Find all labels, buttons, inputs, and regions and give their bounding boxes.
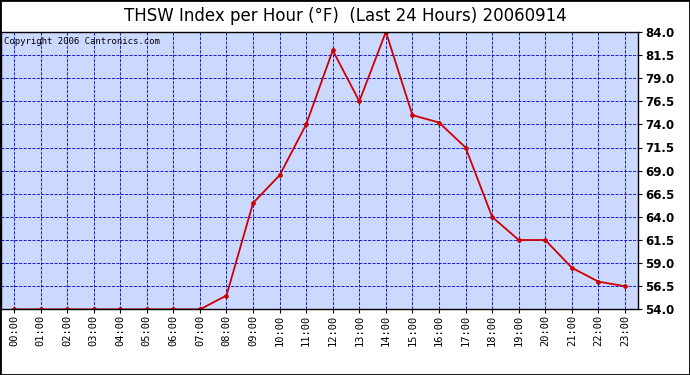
Text: THSW Index per Hour (°F)  (Last 24 Hours) 20060914: THSW Index per Hour (°F) (Last 24 Hours)… — [124, 7, 566, 25]
Text: Copyright 2006 Cantronics.com: Copyright 2006 Cantronics.com — [4, 38, 160, 46]
